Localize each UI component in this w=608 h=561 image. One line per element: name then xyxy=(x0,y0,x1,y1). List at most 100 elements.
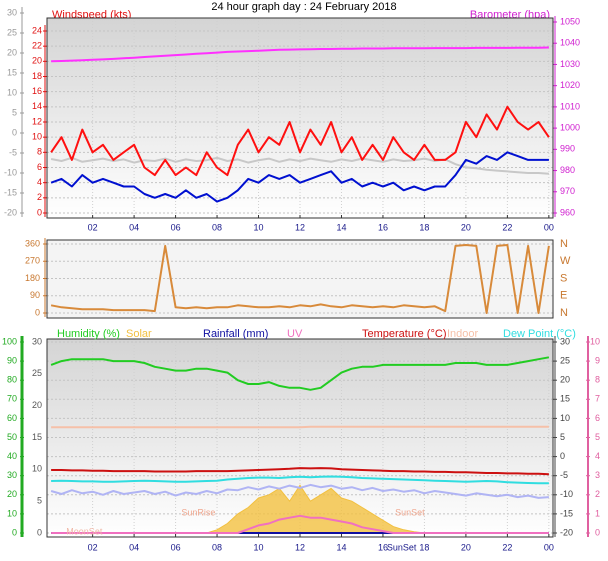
series-line xyxy=(50,483,549,499)
x-tick-label: 00 xyxy=(544,542,554,552)
y-tick-label: S xyxy=(560,272,567,284)
y-tick-label: 7 xyxy=(595,394,600,404)
y-tick-label: 1 xyxy=(595,508,600,518)
y-tick-label: 18 xyxy=(32,71,42,81)
legend-entry: Humidity (%) xyxy=(57,328,120,340)
y-tick-label: W xyxy=(560,255,571,267)
y-tick-label: 15 xyxy=(32,432,42,442)
x-tick-label: 04 xyxy=(129,542,139,552)
y-tick-label: 10 xyxy=(32,464,42,474)
y-tick-label: 8 xyxy=(37,147,42,157)
y-tick-label: 5 xyxy=(560,432,565,442)
y-tick-label: 5 xyxy=(37,496,42,506)
y-tick-label: 0 xyxy=(12,527,17,537)
y-tick-label: 30 xyxy=(7,7,17,17)
y-tick-label: 180 xyxy=(25,273,40,283)
y-tick-label: 90 xyxy=(30,290,40,300)
y-tick-label: 60 xyxy=(7,413,17,423)
series-line xyxy=(50,151,549,203)
y-tick-label: -15 xyxy=(4,187,17,197)
y-tick-label: 0 xyxy=(35,307,40,317)
x-tick-label: 14 xyxy=(336,222,346,232)
y-tick-label: -10 xyxy=(4,167,17,177)
x-tick-label: 10 xyxy=(254,542,264,552)
y-tick-label: 30 xyxy=(32,336,42,346)
y-tick-label: 0 xyxy=(595,527,600,537)
x-tick-label: 20 xyxy=(461,542,471,552)
y-tick-label: 1020 xyxy=(560,80,580,90)
y-tick-label: 25 xyxy=(560,355,570,365)
y-tick-label: 80 xyxy=(7,375,17,385)
y-tick-label: 20 xyxy=(7,47,17,57)
y-tick-label: 10 xyxy=(590,336,600,346)
y-tick-label: 6 xyxy=(37,162,42,172)
y-tick-label: N xyxy=(560,307,568,319)
x-tick-label: 06 xyxy=(171,542,181,552)
x-tick-label: 16 xyxy=(378,222,388,232)
y-tick-label: 20 xyxy=(560,375,570,385)
y-tick-label: E xyxy=(560,290,567,302)
y-tick-label: 30 xyxy=(7,470,17,480)
y-tick-label: 970 xyxy=(560,186,575,196)
x-tick-label: 08 xyxy=(212,542,222,552)
legend-entry: Indoor xyxy=(447,328,479,340)
y-tick-label: 1000 xyxy=(560,122,580,132)
annotation: SunRise xyxy=(181,507,215,517)
y-tick-label: 2 xyxy=(595,489,600,499)
legend-entry: Solar xyxy=(126,328,152,340)
plot-border xyxy=(46,338,554,538)
y-tick-label: 20 xyxy=(7,489,17,499)
y-tick-label: 10 xyxy=(32,132,42,142)
y-tick-label: 5 xyxy=(12,107,17,117)
y-tick-label: 2 xyxy=(37,192,42,202)
series-line xyxy=(50,244,550,314)
series-line xyxy=(50,105,550,177)
plot-border xyxy=(46,17,554,219)
y-tick-label: 6 xyxy=(595,413,600,423)
series-line xyxy=(51,467,549,476)
series-line xyxy=(50,356,550,391)
x-tick-label: 08 xyxy=(212,222,222,232)
y-tick-label: 20 xyxy=(32,400,42,410)
y-tick-label: 12 xyxy=(32,116,42,126)
y-tick-label: 10 xyxy=(7,508,17,518)
y-tick-label: 1040 xyxy=(560,38,580,48)
y-tick-label: 90 xyxy=(7,355,17,365)
x-tick-label: 20 xyxy=(461,222,471,232)
annotation: SunSet xyxy=(387,542,417,552)
y-tick-label: 1030 xyxy=(560,59,580,69)
y-tick-label: 360 xyxy=(25,238,40,248)
y-tick-label: 960 xyxy=(560,207,575,217)
x-tick-label: 18 xyxy=(419,222,429,232)
x-tick-label: 18 xyxy=(419,542,429,552)
y-tick-label: 40 xyxy=(7,451,17,461)
y-tick-label: 70 xyxy=(7,394,17,404)
legend-entry: Temperature (°C) xyxy=(362,328,446,340)
y-tick-label: 10 xyxy=(560,413,570,423)
y-tick-label: -5 xyxy=(560,470,568,480)
annotation: SunSet xyxy=(395,507,425,517)
legend-entry: UV xyxy=(287,328,303,340)
chart-title: 24 hour graph day : 24 February 2018 xyxy=(211,1,396,13)
y-tick-label: 990 xyxy=(560,144,575,154)
y-tick-label: 4 xyxy=(37,177,42,187)
y-tick-label: 14 xyxy=(32,101,42,111)
y-tick-label: 25 xyxy=(32,368,42,378)
y-tick-label: 20 xyxy=(32,56,42,66)
y-tick-label: 0 xyxy=(560,451,565,461)
y-tick-label: 3 xyxy=(595,470,600,480)
y-tick-label: 15 xyxy=(560,394,570,404)
x-tick-label: 10 xyxy=(254,222,264,232)
legend-entry: Rainfall (mm) xyxy=(203,328,268,340)
y-tick-label: 0 xyxy=(37,207,42,217)
series-line xyxy=(51,475,549,485)
x-tick-label: 16 xyxy=(378,542,388,552)
x-tick-label: 12 xyxy=(295,222,305,232)
y-tick-label: 8 xyxy=(595,375,600,385)
x-tick-label: 02 xyxy=(88,542,98,552)
x-tick-label: 04 xyxy=(129,222,139,232)
y-tick-label: 4 xyxy=(595,451,600,461)
plot-border xyxy=(46,239,554,319)
y-tick-label: 16 xyxy=(32,86,42,96)
